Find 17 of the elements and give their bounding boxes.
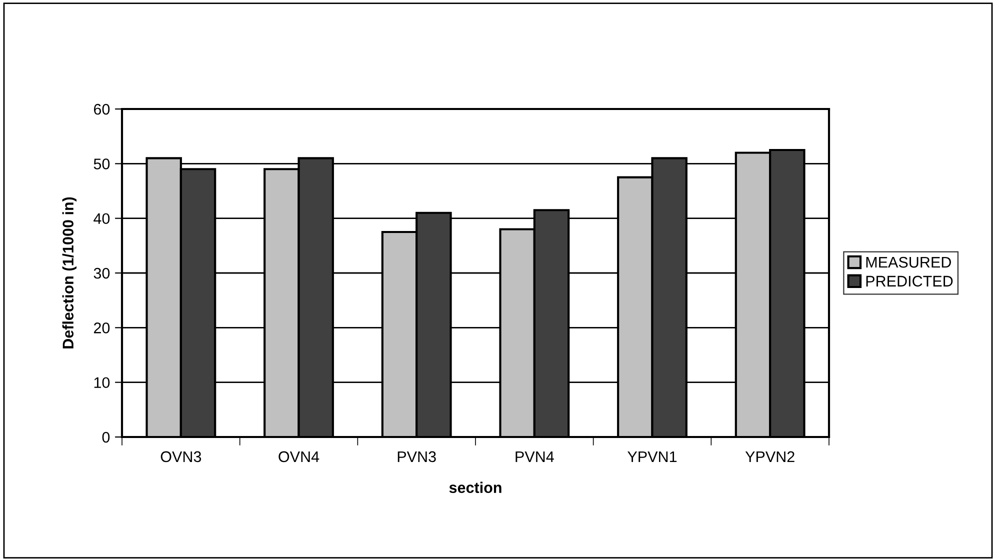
y-tick-label: 0 — [102, 432, 110, 443]
y-tick-label: 30 — [94, 268, 110, 279]
legend-label: PREDICTED — [866, 276, 953, 287]
legend-label: MEASURED — [866, 256, 951, 268]
x-tick-label: YPVN2 — [745, 451, 794, 462]
x-axis-title: section — [449, 482, 502, 494]
y-axis-title: Deflection (1/1000 in) — [62, 197, 77, 348]
x-tick-label: PVN3 — [398, 451, 436, 462]
x-tick-label: OVN3 — [160, 451, 202, 462]
y-tick-label: 20 — [94, 322, 110, 334]
y-tick-label: 10 — [94, 377, 110, 388]
x-tick-label: OVN4 — [278, 451, 320, 462]
x-tick-label: PVN4 — [516, 451, 554, 462]
x-tick-label: YPVN1 — [628, 451, 677, 462]
y-tick-label: 40 — [94, 213, 110, 224]
y-tick-label: 60 — [94, 104, 110, 115]
y-tick-label: 50 — [94, 158, 110, 170]
